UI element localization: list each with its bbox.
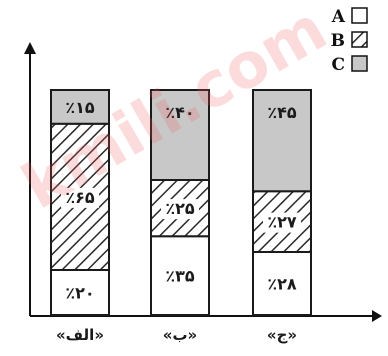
legend: ABC	[331, 7, 368, 75]
data-label: ٪۲۷	[267, 213, 297, 232]
data-label-bg	[263, 212, 301, 233]
legend-swatch	[351, 7, 368, 24]
legend-swatch	[351, 31, 368, 48]
bar-3: ٪۲۸ ٪۲۷ ٪۴۵	[252, 89, 312, 316]
legend-item-a: A	[331, 7, 368, 27]
data-label: ٪۶۵	[65, 188, 95, 207]
legend-item-c: C	[331, 55, 368, 75]
category-label: «ب»	[163, 326, 197, 344]
data-label: ٪۱۵	[65, 98, 95, 117]
bar-segment-a	[150, 235, 210, 316]
data-label: ٪۴۵	[267, 103, 297, 122]
data-label: ٪۲۸	[267, 275, 297, 294]
data-label-bg	[161, 199, 199, 220]
category-label: «ج»	[267, 326, 297, 344]
bars: ٪۲۰ ٪۶۵ ٪۱۵ ٪۳۵ ٪۲۵ ٪۴۰ ٪۲۸ ٪۲۷ ٪۴۵	[50, 89, 312, 316]
bar-segment-c	[150, 89, 210, 181]
legend-label: B	[331, 31, 345, 51]
bar-1: ٪۲۰ ٪۶۵ ٪۱۵	[50, 89, 110, 316]
bar-segment-a	[252, 251, 312, 316]
legend-swatch	[351, 55, 368, 72]
data-label: ٪۲۵	[165, 199, 195, 218]
category-label: «الف»	[56, 326, 104, 344]
bar-segment-c	[50, 89, 110, 125]
data-label-bg	[61, 187, 99, 208]
y-axis-arrow	[24, 42, 36, 54]
data-label: ٪۴۰	[165, 103, 194, 122]
bar-segment-a	[50, 269, 110, 316]
legend-label: A	[331, 7, 346, 27]
category-labels: «الف» «ب» «ج»	[56, 326, 297, 344]
bar-2: ٪۳۵ ٪۲۵ ٪۴۰	[150, 89, 210, 316]
legend-item-b: B	[331, 31, 368, 51]
legend-label: C	[331, 55, 345, 75]
x-axis-arrow	[372, 310, 382, 322]
data-label: ٪۳۵	[165, 267, 195, 286]
data-label: ٪۲۰	[65, 284, 94, 303]
bar-segment-c	[252, 89, 312, 193]
